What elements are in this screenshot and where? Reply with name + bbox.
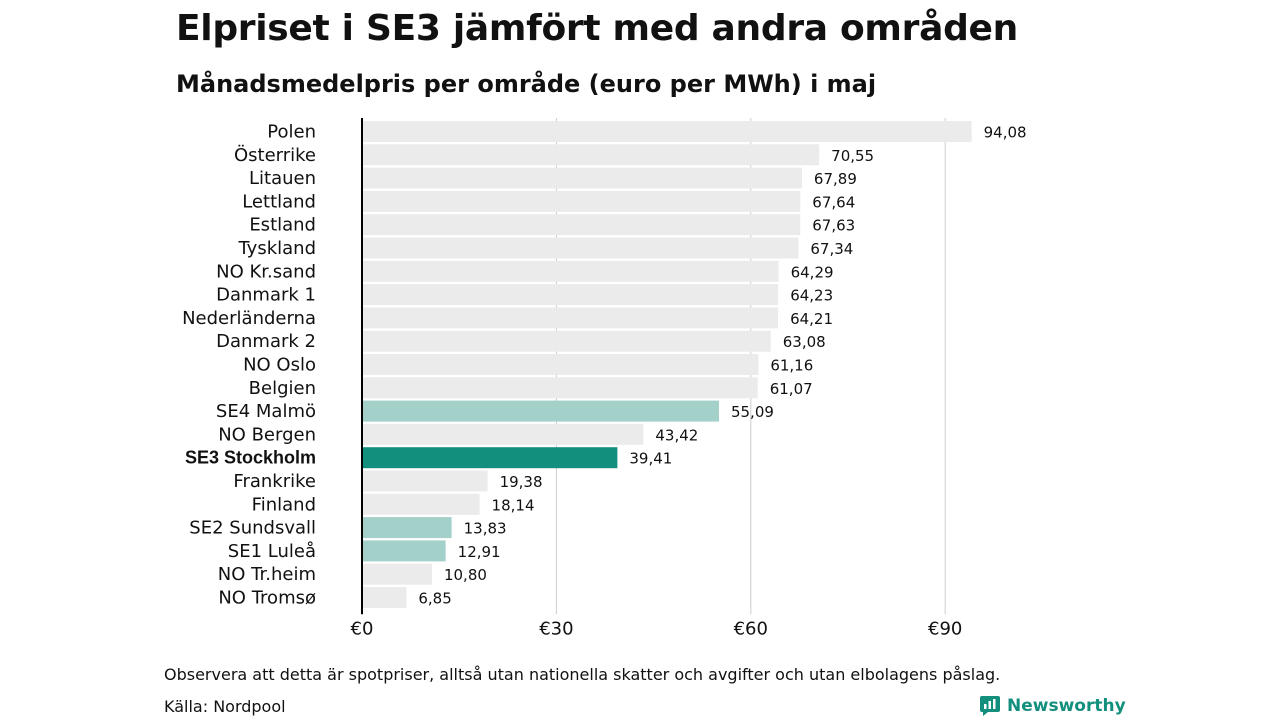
brand-name: Newsworthy (1007, 696, 1126, 716)
category-label: Danmark 2 (216, 331, 316, 352)
bar (362, 284, 779, 306)
bar (362, 307, 779, 329)
value-label: 67,63 (812, 217, 855, 235)
bar (362, 214, 801, 236)
x-tick-label: €30 (539, 618, 573, 639)
value-label: 67,34 (810, 240, 853, 258)
x-tick-label: €90 (928, 618, 962, 639)
bar (362, 400, 719, 422)
category-label: Estland (249, 215, 316, 236)
category-label: Österrike (234, 144, 316, 166)
value-label: 19,38 (500, 473, 543, 491)
value-label: 10,80 (444, 566, 487, 584)
category-label: Tyskland (237, 238, 316, 259)
category-label: SE3 Stockholm (185, 448, 316, 468)
bar (362, 470, 488, 492)
newsworthy-logo-icon (980, 696, 1000, 716)
bar (362, 587, 407, 608)
category-label: Polen (267, 122, 316, 143)
category-label: Belgien (249, 378, 316, 399)
category-label: SE1 Luleå (228, 541, 316, 562)
footnote: Observera att detta är spotpriser, allts… (164, 665, 1001, 684)
category-label: SE4 Malmö (216, 401, 316, 422)
value-label: 67,64 (812, 193, 855, 211)
bar (362, 190, 801, 212)
value-label: 67,89 (814, 170, 857, 188)
bar (362, 563, 432, 585)
category-label: SE2 Sundsvall (189, 518, 316, 539)
value-label: 70,55 (831, 147, 874, 165)
bar (362, 237, 799, 259)
value-label: 64,23 (790, 287, 833, 305)
category-label: NO Oslo (243, 355, 316, 376)
category-label: Frankrike (233, 471, 316, 492)
x-tick-label: €60 (734, 618, 768, 639)
category-label: NO Tr.heim (218, 564, 316, 585)
value-label: 63,08 (783, 333, 826, 351)
value-label: 39,41 (629, 450, 672, 468)
bar-chart: €0 €30 €60 €90 Polen 94,08 Österrike 70,55 Litau… (182, 118, 1027, 640)
bar (362, 377, 758, 399)
bar (362, 260, 779, 282)
value-label: 6,85 (418, 590, 451, 608)
category-label: Nederländerna (182, 308, 316, 329)
value-label: 55,09 (731, 403, 774, 421)
bar (362, 144, 820, 166)
bar (362, 517, 452, 539)
category-label: NO Kr.sand (216, 261, 316, 282)
value-label: 61,16 (770, 357, 813, 375)
bars (362, 121, 972, 608)
category-label: Finland (252, 494, 316, 515)
category-label: Lettland (242, 191, 316, 212)
category-label: Litauen (249, 168, 316, 189)
bar (362, 447, 618, 469)
value-label: 94,08 (984, 124, 1027, 142)
category-label: Danmark 1 (216, 285, 316, 306)
value-label: 61,07 (770, 380, 813, 398)
chart-subtitle: Månadsmedelpris per område (euro per MWh… (176, 70, 877, 98)
category-label: NO Tromsø (218, 588, 316, 609)
category-label: NO Bergen (218, 424, 316, 445)
value-label: 12,91 (458, 543, 501, 561)
bar (362, 354, 759, 375)
x-tick-label: €0 (351, 618, 374, 639)
bar (362, 167, 802, 189)
value-label: 43,42 (655, 426, 698, 444)
value-label: 64,21 (790, 310, 833, 328)
labels: €0 €30 €60 €90 Polen 94,08 Österrike 70,55 Litau… (182, 122, 1026, 640)
bar (362, 493, 480, 515)
chart-title: Elpriset i SE3 jämfört med andra områden (176, 8, 1018, 49)
bar (362, 540, 446, 562)
brand-logo: Newsworthy (979, 694, 1126, 718)
bar (362, 330, 771, 352)
source-note: Källa: Nordpool (164, 697, 286, 716)
value-label: 18,14 (492, 496, 535, 514)
bar (362, 423, 644, 445)
value-label: 64,29 (791, 263, 834, 281)
bar (362, 121, 972, 142)
value-label: 13,83 (464, 520, 507, 538)
